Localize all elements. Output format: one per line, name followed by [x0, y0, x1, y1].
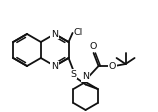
Text: N: N [51, 61, 58, 70]
Text: O: O [90, 42, 97, 51]
Text: S: S [71, 70, 77, 79]
Text: O: O [109, 61, 116, 70]
Text: N: N [82, 72, 89, 81]
Text: Cl: Cl [74, 28, 83, 37]
Text: N: N [51, 29, 58, 39]
